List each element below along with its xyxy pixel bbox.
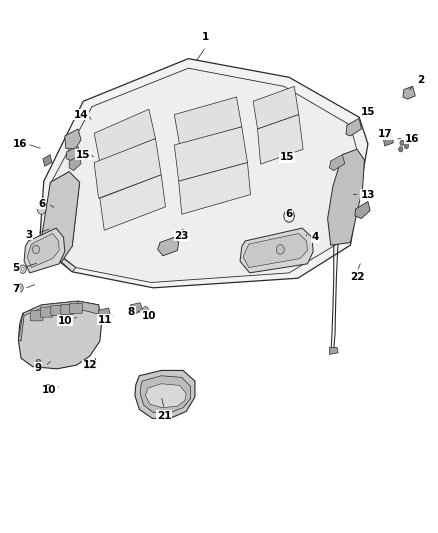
Polygon shape [18, 313, 24, 341]
Text: 16: 16 [12, 139, 27, 149]
Polygon shape [355, 201, 370, 219]
Text: 16: 16 [404, 134, 419, 143]
Circle shape [37, 204, 46, 214]
Text: 17: 17 [378, 130, 393, 139]
Polygon shape [158, 237, 179, 256]
Polygon shape [39, 59, 368, 288]
Circle shape [18, 286, 21, 289]
Circle shape [142, 306, 148, 314]
Text: 10: 10 [141, 311, 156, 320]
Polygon shape [18, 301, 102, 369]
Circle shape [284, 209, 294, 222]
Polygon shape [258, 115, 303, 164]
Polygon shape [94, 139, 161, 198]
Text: 10: 10 [57, 316, 72, 326]
Text: 1: 1 [202, 33, 209, 42]
Polygon shape [24, 228, 65, 273]
Polygon shape [135, 370, 195, 418]
Polygon shape [69, 156, 81, 171]
Polygon shape [140, 376, 191, 413]
Polygon shape [346, 118, 361, 136]
Polygon shape [129, 303, 142, 313]
Circle shape [45, 384, 51, 392]
Polygon shape [40, 172, 80, 262]
Polygon shape [65, 129, 81, 149]
Circle shape [36, 359, 41, 366]
Polygon shape [23, 301, 99, 316]
Polygon shape [78, 301, 100, 314]
Polygon shape [179, 163, 251, 214]
Circle shape [404, 143, 409, 149]
Circle shape [16, 284, 23, 292]
Circle shape [19, 265, 26, 273]
Polygon shape [145, 384, 186, 408]
Text: 23: 23 [174, 231, 189, 240]
Text: 12: 12 [82, 360, 97, 370]
Text: 6: 6 [38, 199, 45, 208]
Circle shape [286, 213, 292, 219]
Polygon shape [329, 348, 338, 354]
Text: 4: 4 [312, 232, 319, 242]
Polygon shape [243, 233, 307, 268]
FancyBboxPatch shape [51, 305, 64, 316]
Polygon shape [174, 97, 242, 145]
Polygon shape [403, 86, 415, 99]
FancyBboxPatch shape [40, 307, 53, 317]
Text: 15: 15 [360, 107, 375, 117]
Text: 13: 13 [360, 190, 375, 199]
FancyBboxPatch shape [61, 304, 74, 314]
Circle shape [399, 147, 403, 152]
Polygon shape [43, 68, 357, 282]
Text: 9: 9 [34, 363, 41, 373]
Polygon shape [329, 155, 345, 171]
Text: 15: 15 [76, 150, 91, 159]
Text: 21: 21 [157, 411, 172, 421]
Text: 11: 11 [98, 315, 113, 325]
Circle shape [32, 245, 39, 254]
Circle shape [276, 245, 284, 254]
Text: 15: 15 [279, 152, 294, 162]
Text: 2: 2 [417, 75, 424, 85]
FancyBboxPatch shape [85, 360, 96, 369]
Circle shape [62, 315, 68, 322]
Polygon shape [94, 109, 155, 163]
Polygon shape [253, 86, 299, 129]
Circle shape [21, 268, 24, 271]
Polygon shape [39, 241, 76, 272]
Text: 7: 7 [13, 284, 20, 294]
Polygon shape [328, 149, 364, 245]
Polygon shape [67, 147, 80, 161]
Polygon shape [99, 308, 110, 319]
Text: 22: 22 [350, 272, 364, 282]
Polygon shape [174, 127, 247, 181]
FancyBboxPatch shape [70, 303, 82, 313]
Polygon shape [100, 175, 166, 230]
Polygon shape [240, 228, 313, 273]
FancyBboxPatch shape [30, 311, 43, 321]
Polygon shape [383, 134, 393, 146]
Text: 10: 10 [42, 385, 57, 395]
Text: 6: 6 [286, 209, 293, 219]
Text: 3: 3 [25, 230, 32, 239]
Circle shape [400, 140, 404, 146]
Text: 14: 14 [74, 110, 88, 119]
Polygon shape [27, 233, 59, 268]
Polygon shape [43, 155, 52, 166]
Text: 5: 5 [13, 263, 20, 272]
Text: 8: 8 [128, 307, 135, 317]
